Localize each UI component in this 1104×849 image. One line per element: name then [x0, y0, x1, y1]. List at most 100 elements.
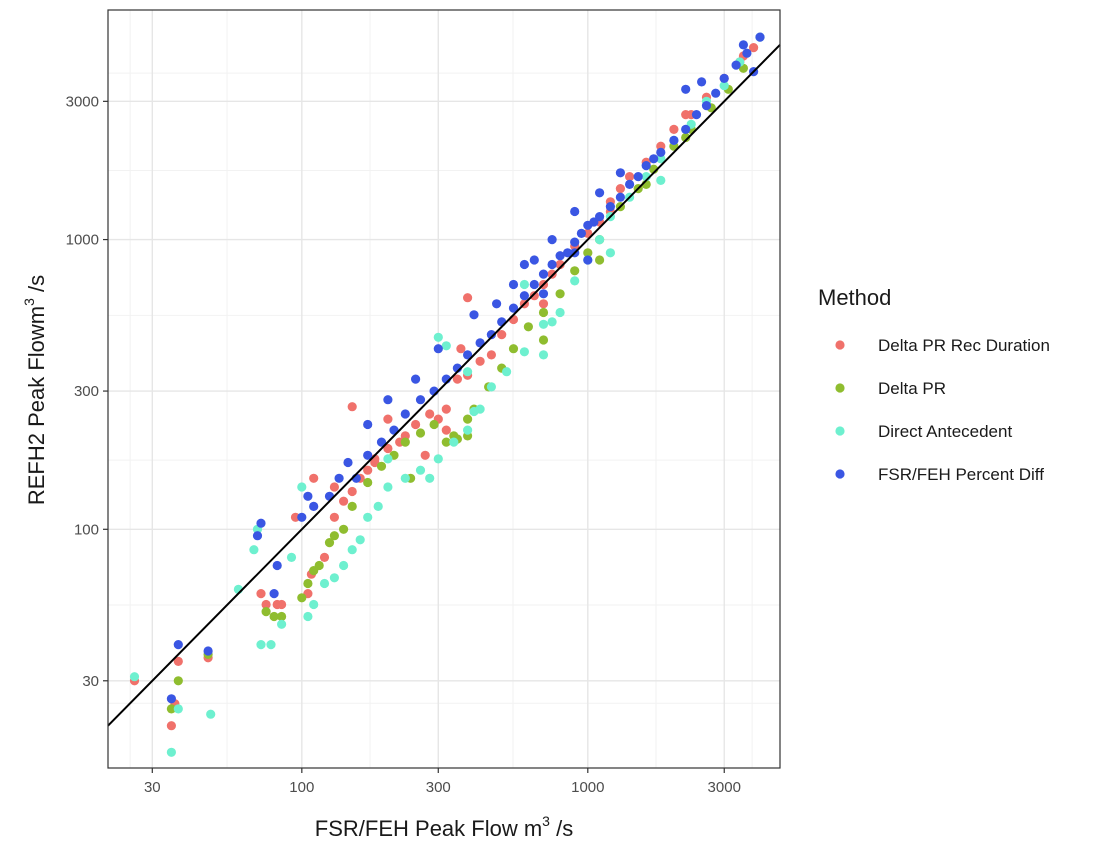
data-point: [343, 457, 353, 468]
data-point: [538, 269, 549, 279]
data-point: [570, 206, 580, 217]
data-point: [329, 573, 339, 583]
data-point: [415, 428, 426, 438]
data-point: [347, 402, 357, 412]
data-point: [339, 496, 349, 506]
data-point: [355, 535, 365, 545]
x-tick-label: 30: [144, 779, 161, 796]
data-point: [742, 48, 752, 58]
data-point: [463, 367, 473, 377]
data-point: [425, 409, 435, 419]
data-point: [502, 367, 512, 377]
data-point: [583, 255, 593, 265]
y-axis-title-sup: 3: [21, 298, 37, 306]
data-point: [555, 259, 565, 270]
data-point: [363, 465, 373, 475]
data-point: [555, 251, 565, 261]
data-point: [173, 676, 183, 686]
data-point: [669, 124, 679, 134]
data-point: [429, 419, 439, 430]
data-point: [324, 491, 335, 501]
x-tick-label: 3000: [708, 779, 741, 796]
data-point: [633, 172, 643, 182]
data-point: [529, 279, 539, 290]
data-point: [538, 289, 549, 299]
data-point: [441, 425, 451, 435]
data-point: [173, 656, 183, 667]
data-point: [570, 266, 580, 276]
data-point: [576, 228, 587, 238]
data-point: [256, 640, 266, 650]
legend-key: [835, 426, 845, 436]
data-point: [309, 501, 319, 511]
data-point: [203, 646, 213, 656]
data-point: [166, 721, 176, 731]
data-point: [347, 486, 357, 497]
data-point: [309, 599, 319, 610]
data-point: [383, 454, 393, 464]
data-point: [656, 147, 666, 157]
data-point: [595, 255, 605, 265]
data-point: [519, 347, 530, 357]
data-point: [625, 179, 635, 189]
data-point: [519, 259, 530, 270]
data-point: [347, 501, 357, 511]
data-point: [363, 512, 373, 522]
data-point: [625, 172, 635, 182]
x-axis-ticks: 30 100 300 1000 3000: [144, 768, 741, 796]
y-axis-title-main: REFH2 Peak Flowm: [24, 306, 49, 505]
data-point: [297, 512, 307, 522]
data-point: [583, 248, 593, 258]
data-point: [589, 217, 599, 227]
data-point: [373, 501, 383, 511]
data-point: [329, 531, 339, 541]
data-point: [475, 356, 485, 366]
data-point: [486, 350, 496, 360]
data-point: [711, 88, 721, 98]
data-point: [508, 303, 519, 313]
y-tick-label: 300: [74, 383, 99, 400]
data-point: [605, 202, 616, 212]
data-point: [615, 168, 626, 178]
data-point: [383, 395, 393, 405]
data-point: [486, 330, 496, 340]
data-point: [731, 60, 741, 70]
data-point: [256, 518, 266, 528]
data-point: [329, 512, 339, 522]
data-point: [719, 73, 729, 83]
legend-label: Direct Antecedent: [878, 422, 1012, 441]
data-point: [681, 124, 691, 134]
data-point: [297, 482, 307, 492]
data-point: [463, 350, 473, 360]
reference-line: [107, 44, 781, 727]
data-point: [290, 512, 301, 522]
legend: Method Delta PR Rec Duration Delta PR Dire…: [818, 285, 1050, 484]
x-axis-title-suffix: /s: [550, 816, 573, 841]
data-point: [497, 330, 507, 340]
data-point: [339, 524, 349, 534]
data-point: [411, 419, 421, 430]
data-point: [329, 482, 339, 492]
data-point: [529, 291, 539, 301]
data-point: [538, 319, 549, 329]
data-point: [492, 299, 502, 309]
data-point: [656, 175, 666, 185]
data-point: [383, 443, 393, 454]
data-point: [166, 694, 176, 704]
data-point: [441, 404, 451, 414]
data-point: [605, 248, 616, 258]
y-tick-label: 1000: [66, 232, 99, 249]
x-tick-label: 1000: [571, 779, 604, 796]
data-point: [452, 374, 462, 384]
data-point: [383, 414, 393, 424]
data-point: [469, 406, 479, 417]
data-point: [570, 276, 580, 286]
data-point: [719, 81, 729, 91]
data-point: [656, 154, 666, 164]
data-point: [261, 599, 271, 610]
data-point: [497, 317, 507, 327]
data-point: [649, 154, 659, 164]
y-tick-label: 3000: [66, 93, 99, 110]
data-point: [456, 344, 466, 354]
data-point: [538, 350, 549, 360]
